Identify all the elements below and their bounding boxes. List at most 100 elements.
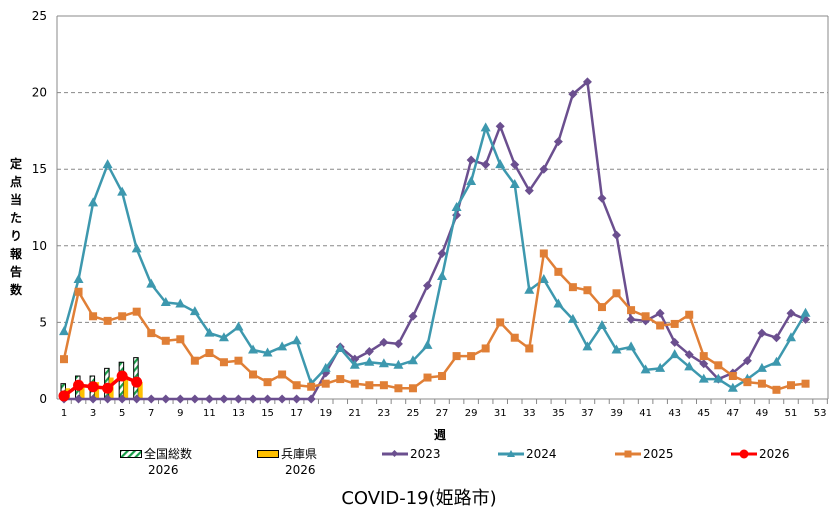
point-2025: [496, 318, 505, 327]
legend-2024: 2024: [498, 446, 557, 462]
point-2023: [699, 359, 709, 369]
point-2025: [481, 344, 490, 353]
point-2025: [714, 361, 723, 370]
legend-national-year: 2026: [148, 463, 179, 477]
legend-hyogo-year: 2026: [285, 463, 316, 477]
point-2025: [321, 379, 330, 388]
chart-title: COVID-19(姫路市): [341, 488, 497, 509]
point-2023: [771, 333, 781, 343]
legend-swatch-hyogo: [257, 450, 279, 458]
legend-swatch-2025: [615, 450, 641, 458]
x-axis-label: 週: [434, 428, 447, 442]
point-2024: [786, 332, 796, 342]
point-2025: [757, 379, 766, 388]
point-2023: [495, 121, 505, 131]
point-2023: [190, 394, 200, 404]
point-2023: [146, 394, 156, 404]
point-2024: [102, 159, 113, 169]
point-2026: [58, 390, 70, 402]
legend-2026: 2026: [731, 446, 790, 462]
point-2024: [509, 179, 520, 189]
point-2024: [655, 362, 666, 372]
point-2025: [568, 283, 577, 292]
bar-hyogo: [138, 382, 143, 399]
point-2024: [466, 175, 477, 185]
x-tick-label: 13: [232, 408, 245, 419]
point-2025: [219, 358, 228, 367]
point-2023: [597, 193, 607, 203]
point-2025: [467, 352, 476, 361]
point-2025: [438, 372, 447, 381]
point-2025: [656, 321, 665, 330]
point-2025: [147, 329, 156, 338]
y-tick-label: 20: [32, 86, 47, 100]
point-2023: [103, 394, 113, 404]
x-tick-label: 19: [319, 408, 332, 419]
x-tick-label: 27: [436, 408, 449, 419]
point-2024: [567, 313, 578, 323]
point-2026: [116, 370, 128, 382]
y-tick-label: 25: [32, 9, 47, 23]
bar-hyogo: [80, 385, 85, 399]
point-2025: [728, 372, 737, 381]
point-2025: [263, 378, 272, 387]
point-2025: [307, 382, 316, 391]
point-2025: [685, 310, 694, 319]
point-2023: [393, 339, 403, 349]
point-2024: [582, 341, 593, 351]
point-2023: [408, 311, 418, 321]
point-2026: [102, 382, 114, 394]
point-2023: [263, 394, 273, 404]
point-2024: [59, 326, 69, 336]
point-2024: [771, 356, 782, 366]
point-2023: [524, 186, 534, 196]
point-2025: [292, 381, 301, 390]
x-tick-label: 29: [465, 408, 478, 419]
point-2025: [423, 373, 432, 382]
point-2024: [553, 298, 564, 308]
x-tick-label: 35: [552, 408, 565, 419]
point-2025: [539, 249, 548, 258]
point-2025: [74, 287, 83, 296]
point-2024: [407, 355, 418, 365]
point-2024: [320, 362, 331, 372]
point-2024: [291, 335, 302, 345]
point-2023: [248, 394, 258, 404]
point-2024: [204, 327, 215, 337]
point-2026: [87, 381, 99, 393]
x-tick-label: 51: [785, 408, 798, 419]
legend-hyogo: 兵庫県 2026: [257, 446, 317, 478]
point-2025: [612, 289, 621, 298]
point-2025: [641, 312, 650, 321]
point-2023: [481, 160, 491, 170]
point-2025: [89, 312, 98, 321]
point-2023: [510, 160, 520, 170]
bar-hyogo: [123, 376, 129, 399]
point-2024: [277, 341, 288, 351]
point-2024: [422, 339, 433, 349]
x-tick-label: 21: [348, 408, 361, 419]
legend-2025-label: 2025: [643, 447, 674, 461]
point-2024: [335, 342, 346, 352]
point-2025: [365, 381, 374, 390]
y-tick-label: 0: [39, 392, 47, 406]
point-2023: [423, 281, 432, 291]
point-2025: [249, 370, 258, 379]
point-2025: [278, 370, 287, 379]
point-2024: [175, 298, 186, 308]
point-2024: [800, 307, 811, 317]
point-2023: [612, 230, 622, 240]
point-2025: [118, 312, 127, 321]
point-2025: [597, 303, 606, 312]
point-2025: [161, 336, 170, 345]
point-2023: [306, 394, 316, 404]
point-2024: [73, 274, 84, 284]
legend-national-label: 全国総数: [144, 447, 193, 461]
point-2024: [378, 358, 389, 368]
point-2024: [364, 356, 375, 366]
legend-national: 全国総数 2026: [120, 446, 192, 478]
point-2024: [524, 284, 535, 294]
point-2025: [205, 349, 214, 358]
point-2024: [218, 332, 229, 342]
